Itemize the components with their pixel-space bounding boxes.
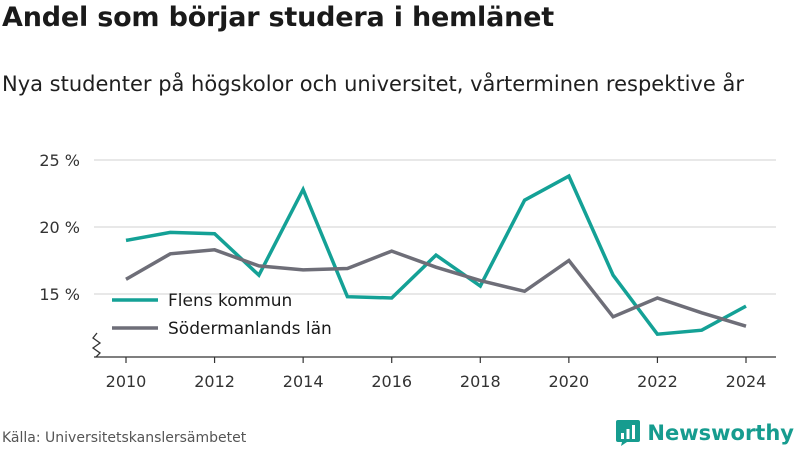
- x-tick-label: 2020: [548, 372, 589, 391]
- x-tick-label: 2012: [194, 372, 235, 391]
- chart-title: Andel som börjar studera i hemlänet: [2, 2, 554, 33]
- y-tick-label: 15 %: [39, 285, 80, 304]
- source-note: Källa: Universitetskanslersämbetet: [2, 430, 247, 446]
- x-tick-label: 2014: [283, 372, 324, 391]
- brand-logo[interactable]: Newsworthy: [615, 418, 794, 448]
- series-line: [125, 248, 747, 328]
- axis-break-mark: [91, 332, 102, 358]
- x-tick-label: 2010: [106, 372, 147, 391]
- y-tick-label: 25 %: [39, 151, 80, 170]
- newsworthy-logo-icon: [616, 420, 641, 446]
- y-tick-label: 20 %: [39, 218, 80, 237]
- chart-subtitle: Nya studenter på högskolor och universit…: [2, 72, 744, 96]
- gridlines: [94, 159, 776, 295]
- x-tick-label: 2018: [460, 372, 501, 391]
- axis-break-icon: [91, 332, 102, 358]
- legend-label: Södermanlands län: [168, 319, 332, 339]
- brand-name: Newsworthy: [647, 421, 794, 445]
- x-tick-label: 2024: [726, 372, 767, 391]
- x-axis: 2010 2012 2014 2016 2018 2020 2022 2024: [94, 356, 776, 391]
- x-tick-label: 2022: [637, 372, 678, 391]
- y-axis-ticks: 15 % 20 % 25 %: [39, 151, 80, 304]
- legend: Flens kommun Södermanlands län: [112, 291, 332, 339]
- legend-label: Flens kommun: [168, 291, 292, 311]
- series-lines: [125, 173, 747, 337]
- series-line: [125, 173, 747, 337]
- x-tick-label: 2016: [371, 372, 412, 391]
